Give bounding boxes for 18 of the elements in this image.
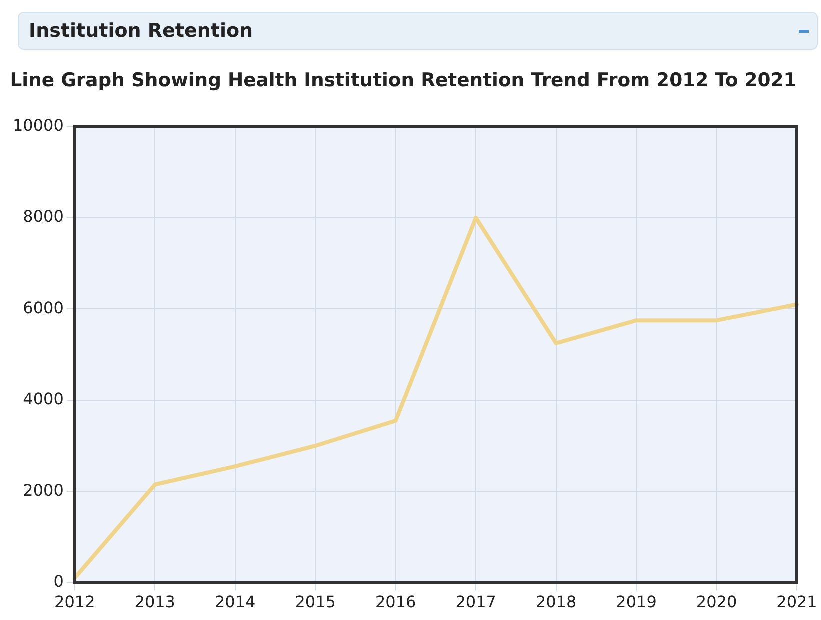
x-tick-label: 2016: [375, 592, 416, 612]
y-tick-label: 2000: [23, 480, 64, 500]
x-tick-label: 2015: [295, 592, 336, 612]
y-tick-label: 4000: [23, 390, 64, 409]
x-tick-label: 2014: [215, 592, 256, 612]
x-tick-label: 2017: [456, 592, 496, 612]
x-tick-label: 2013: [134, 592, 176, 612]
x-tick-label: 2012: [54, 592, 96, 612]
y-tick-label: 8000: [23, 207, 64, 226]
y-tick-label: 6000: [23, 298, 64, 318]
y-tick-label: 0: [54, 572, 64, 591]
x-tick-label: 2019: [616, 592, 657, 612]
y-tick-label: 10000: [12, 116, 64, 135]
x-tick-label: 2020: [696, 592, 738, 612]
chart-title: Line Graph Showing Health Institution Retention Trend From 2012 To 2021: [10, 70, 797, 92]
text: Institution Retention: [29, 20, 254, 42]
x-tick-label: 2018: [536, 592, 577, 612]
x-tick-label: 2021: [776, 592, 818, 612]
